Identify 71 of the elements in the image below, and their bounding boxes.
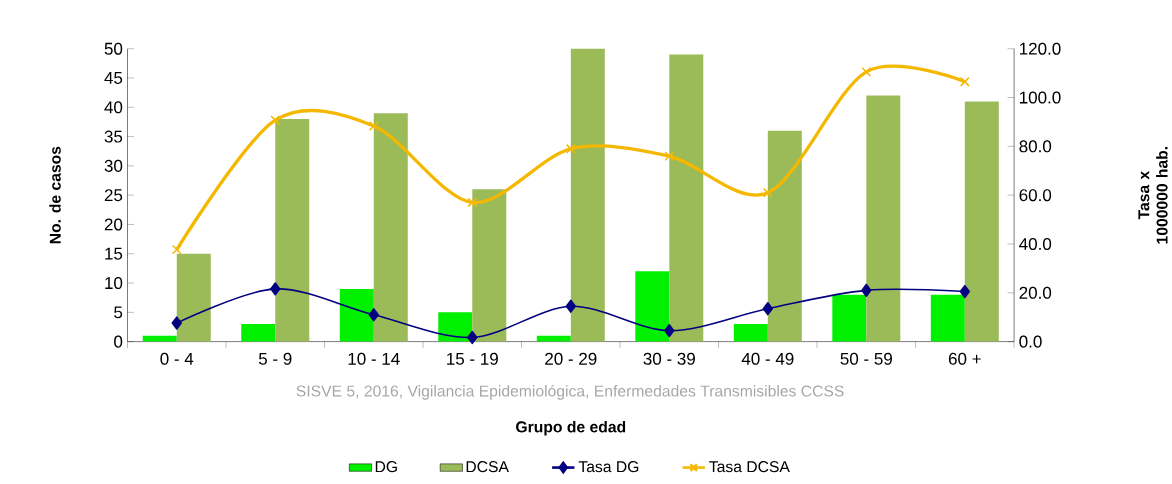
y-tick-label: 10 <box>105 277 123 290</box>
x-tick-label: 0 - 4 <box>160 352 194 365</box>
y-tick-label: 5 <box>114 306 123 319</box>
bar <box>536 335 571 342</box>
bar <box>438 312 473 342</box>
legend-label: DG <box>375 461 397 473</box>
point <box>861 283 872 298</box>
bar <box>832 294 867 342</box>
bar <box>635 271 670 342</box>
y-tick-label: 15 <box>105 247 123 260</box>
point <box>762 302 774 316</box>
point <box>959 76 970 87</box>
point <box>762 187 773 198</box>
point <box>171 316 182 330</box>
bar <box>733 324 768 342</box>
y2-axis-title: Tasa x 1000000 hab. <box>1138 147 1168 244</box>
bar <box>866 95 901 342</box>
point <box>171 244 182 255</box>
y2-tick-label: 20.0 <box>1019 286 1052 299</box>
bar <box>964 101 999 342</box>
legend-label: Tasa DCSA <box>709 461 790 473</box>
point <box>664 151 675 162</box>
y-axis-title: No. de casos <box>49 146 61 244</box>
legend-label: DCSA <box>466 461 509 473</box>
bar <box>767 130 802 342</box>
bar <box>930 294 965 342</box>
point <box>467 330 478 345</box>
bar <box>669 54 704 342</box>
y-tick-label: 20 <box>104 218 123 231</box>
x-tick-label: 30 - 39 <box>643 352 695 365</box>
point <box>565 299 576 313</box>
x-tick-label: 50 - 59 <box>840 352 892 365</box>
point <box>270 282 281 296</box>
y-tick-label: 30 <box>104 159 123 172</box>
point <box>368 121 379 132</box>
bar <box>176 253 211 342</box>
x-tick-label: 60 + <box>948 352 981 365</box>
x-tick-label: 5 - 9 <box>258 352 292 365</box>
point <box>565 143 576 154</box>
y2-tick-label: 120.0 <box>1020 42 1061 55</box>
bar <box>570 48 605 342</box>
y2-tick-label: 60.0 <box>1019 189 1052 202</box>
point <box>368 308 379 322</box>
point <box>270 115 281 126</box>
x-axis-title: Grupo de edad <box>516 421 626 436</box>
point <box>664 324 675 338</box>
x-tick-label: 15 - 19 <box>447 352 498 365</box>
bar <box>339 288 374 342</box>
x-tick-label: 40 - 49 <box>741 352 794 365</box>
y-tick-label: 35 <box>104 130 123 143</box>
bar <box>241 324 276 342</box>
y-tick-label: 50 <box>104 42 123 55</box>
x-tick-label: 20 - 29 <box>545 352 597 365</box>
y2-tick-label: 0.0 <box>1019 335 1042 348</box>
bar <box>373 113 408 342</box>
x-tick-label: 10 - 14 <box>348 352 400 365</box>
y-tick-label: 45 <box>104 72 123 85</box>
y2-tick-label: 80.0 <box>1019 140 1052 153</box>
bar <box>275 119 310 342</box>
bar <box>142 335 177 342</box>
y2-tick-label: 100.0 <box>1020 91 1061 104</box>
point <box>467 197 478 208</box>
point <box>959 284 971 299</box>
y-tick-label: 0 <box>114 335 123 348</box>
bar <box>472 189 507 342</box>
point <box>861 67 872 77</box>
y2-tick-label: 40.0 <box>1019 238 1052 251</box>
legend-label: Tasa DG <box>578 461 639 473</box>
y-tick-label: 40 <box>104 101 123 114</box>
text: SISVE 5, 2016, Vigilancia Epidemiológica, Enfermedades Transmisibles CCSS <box>296 384 844 400</box>
y-tick-label: 25 <box>104 189 123 202</box>
